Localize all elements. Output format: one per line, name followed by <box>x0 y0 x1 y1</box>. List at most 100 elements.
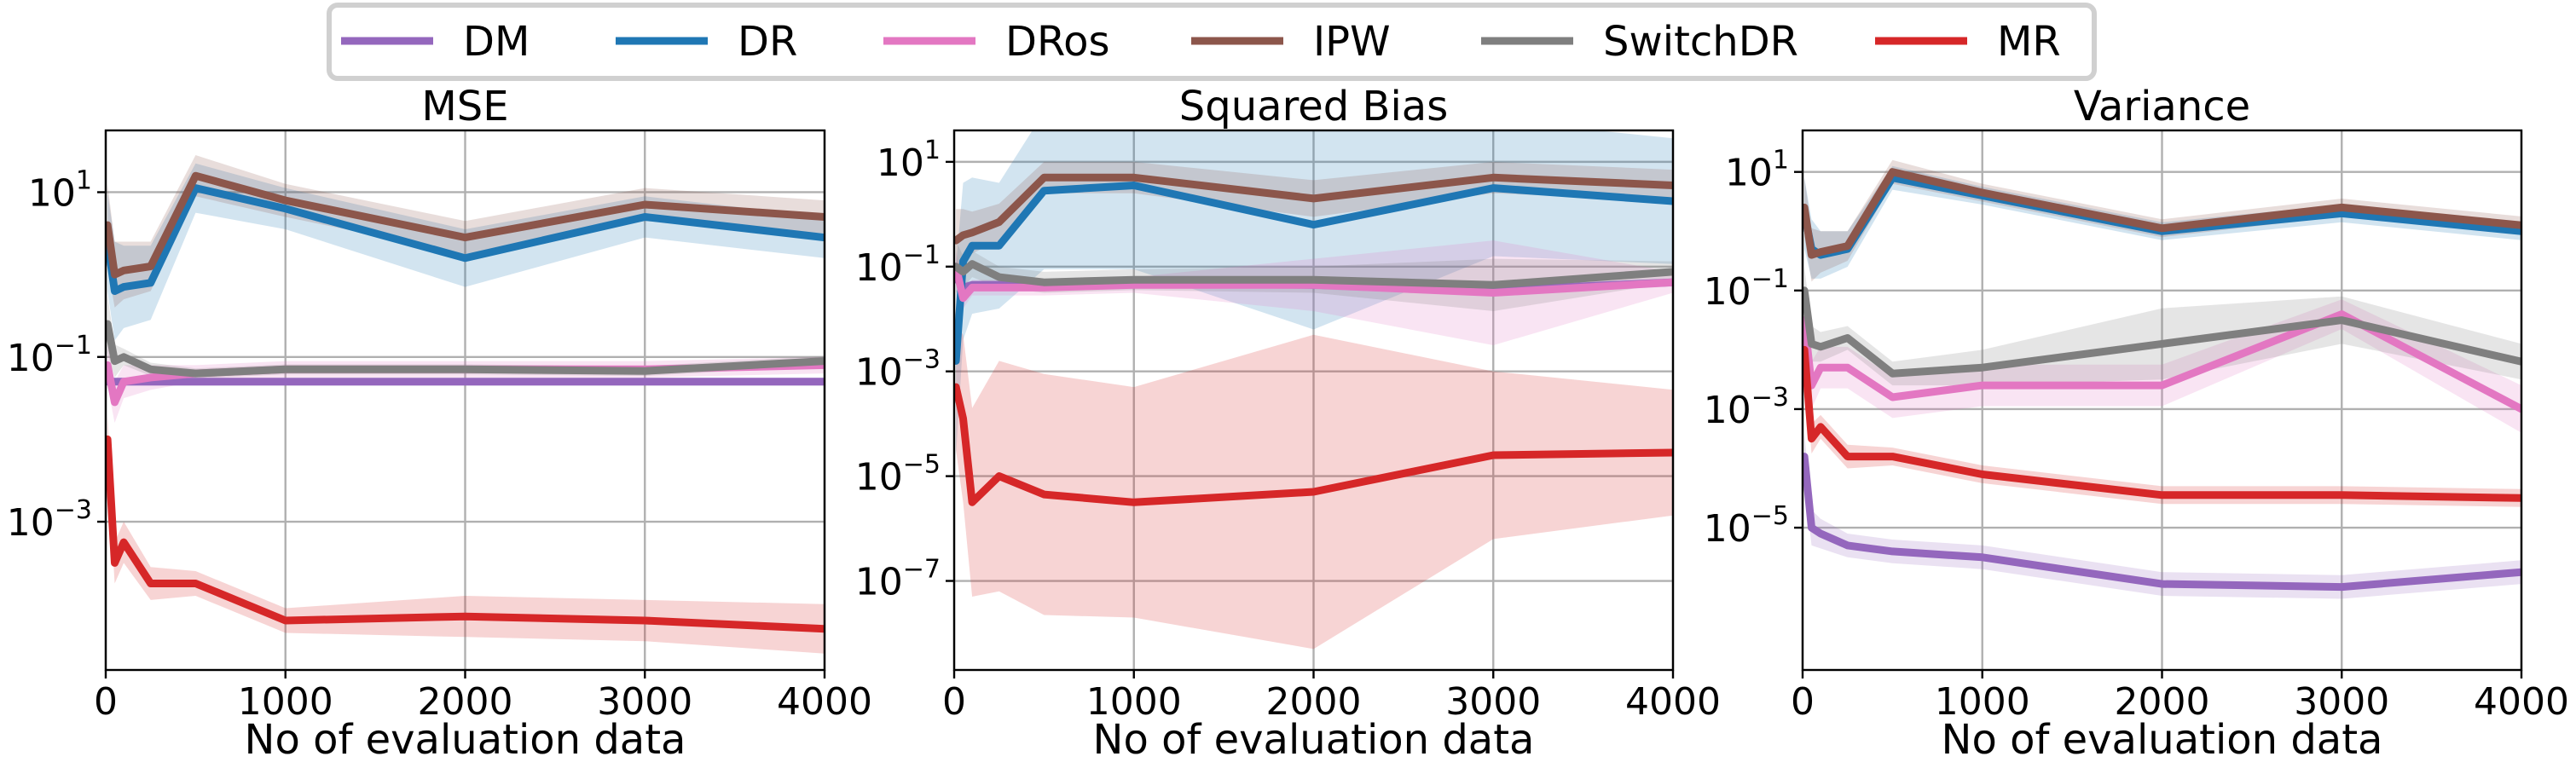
legend-label: DR <box>738 18 797 66</box>
plot-area <box>954 130 1673 650</box>
legend-item-dros: DRos <box>883 18 1110 66</box>
y-tick-label: 101 <box>28 165 92 215</box>
x-tick-label: 1000 <box>238 680 333 724</box>
legend-item-ipw: IPW <box>1191 18 1391 66</box>
y-tick-exponent: −3 <box>903 345 941 375</box>
y-tick-label: 10−3 <box>855 345 941 395</box>
plot-area <box>1803 159 2521 599</box>
series-line-ipw <box>106 171 825 279</box>
legend-label: SwitchDR <box>1603 18 1798 66</box>
y-tick-label: 10−3 <box>1704 383 1789 432</box>
y-tick-base: 10 <box>855 561 903 604</box>
x-tick-label: 2000 <box>1266 680 1362 724</box>
y-tick-label: 10−5 <box>855 450 941 499</box>
legend-label: DRos <box>1005 18 1110 66</box>
series-line-switchdr <box>1803 286 2521 378</box>
band-dros <box>956 240 1673 345</box>
panel-squared-bias: 0 1000 2000 3000 400010110−110−310−510−7Squa… <box>855 83 1721 764</box>
band-dros <box>107 344 825 424</box>
series-line-mr <box>1803 345 2521 502</box>
x-tick-label: 3000 <box>597 680 692 724</box>
y-tick-base: 10 <box>7 337 55 380</box>
legend-label: DM <box>463 18 530 66</box>
y-tick-exponent: −3 <box>55 495 92 525</box>
series-line-switchdr <box>106 320 825 378</box>
series-line-dr <box>106 184 825 295</box>
legend: DM DR DRos IPW SwitchDR MR <box>327 3 2097 81</box>
y-tick-base: 10 <box>855 246 903 290</box>
x-axis-label: No of evaluation data <box>1942 716 2383 764</box>
y-tick-base: 10 <box>855 351 903 395</box>
x-tick-label: 4000 <box>2474 680 2569 724</box>
x-tick-label: 1000 <box>1935 680 2030 724</box>
x-axis-label: No of evaluation data <box>245 716 686 764</box>
y-tick-base: 10 <box>7 501 55 545</box>
legend-item-mr: MR <box>1875 18 2061 66</box>
legend-item-dr: DR <box>616 18 797 66</box>
y-tick-label: 10−7 <box>855 555 941 604</box>
x-tick-label: 4000 <box>777 680 872 724</box>
x-tick-label: 2000 <box>418 680 513 724</box>
x-tick-label: 3000 <box>1445 680 1541 724</box>
y-tick-exponent: −1 <box>903 240 941 270</box>
legend-item-dm: DM <box>341 18 530 66</box>
y-tick-exponent: −1 <box>55 331 92 361</box>
y-tick-exponent: 1 <box>76 165 92 195</box>
y-tick-base: 10 <box>1725 152 1773 195</box>
series-line-dm <box>1803 453 2521 592</box>
x-tick-label: 2000 <box>2115 680 2210 724</box>
series-line-ipw <box>954 173 1673 245</box>
y-tick-base: 10 <box>1704 507 1751 551</box>
y-tick-base: 10 <box>1704 389 1751 432</box>
y-tick-exponent: −7 <box>903 555 941 585</box>
y-tick-label: 10−1 <box>855 240 941 290</box>
y-tick-base: 10 <box>28 171 76 215</box>
panel-title: Variance <box>2074 83 2250 130</box>
band-mr <box>1804 332 2521 507</box>
panel-title: Squared Bias <box>1179 83 1448 130</box>
x-tick-label: 4000 <box>1625 680 1721 724</box>
band-ipw <box>107 155 825 308</box>
y-tick-label: 10−5 <box>1704 501 1789 551</box>
legend-label: IPW <box>1313 18 1391 66</box>
legend-item-switchdr: SwitchDR <box>1481 18 1798 66</box>
y-tick-exponent: −5 <box>1751 501 1789 531</box>
y-tick-label: 101 <box>1725 146 1789 195</box>
series-line-dr <box>954 182 1673 365</box>
x-tick-label: 0 <box>942 680 966 724</box>
y-tick-label: 10−1 <box>1704 264 1789 314</box>
x-tick-label: 1000 <box>1086 680 1182 724</box>
y-tick-exponent: −1 <box>1751 264 1789 294</box>
panel-title: MSE <box>421 83 508 130</box>
y-tick-label: 101 <box>877 136 941 185</box>
x-axis-label: No of evaluation data <box>1093 716 1535 764</box>
series-line-ipw <box>1803 168 2521 259</box>
y-tick-label: 10−1 <box>7 331 92 380</box>
y-tick-exponent: 1 <box>1773 146 1789 176</box>
band-switchdr <box>1804 267 2521 386</box>
series-line-dros <box>954 263 1673 303</box>
series-line-dros <box>1803 310 2521 413</box>
x-tick-label: 0 <box>1791 680 1815 724</box>
y-tick-label: 10−3 <box>7 495 92 545</box>
y-tick-base: 10 <box>855 456 903 499</box>
panel-variance: 0 1000 2000 3000 400010110−110−310−5Variance… <box>1704 83 2569 764</box>
y-tick-exponent: −3 <box>1751 383 1789 413</box>
y-tick-base: 10 <box>1704 270 1751 314</box>
x-tick-label: 0 <box>94 680 118 724</box>
y-tick-base: 10 <box>877 141 924 185</box>
series-line-mr <box>106 435 825 633</box>
band-mr <box>956 324 1673 650</box>
plot-area <box>106 155 825 654</box>
series-line-mr <box>954 383 1673 506</box>
band-dros <box>1804 290 2521 433</box>
legend-label: MR <box>1997 18 2061 66</box>
y-tick-exponent: 1 <box>924 136 941 165</box>
series-line-switchdr <box>954 260 1673 289</box>
y-tick-exponent: −5 <box>903 450 941 480</box>
band-dr <box>956 130 1673 455</box>
x-tick-label: 3000 <box>2294 680 2389 724</box>
